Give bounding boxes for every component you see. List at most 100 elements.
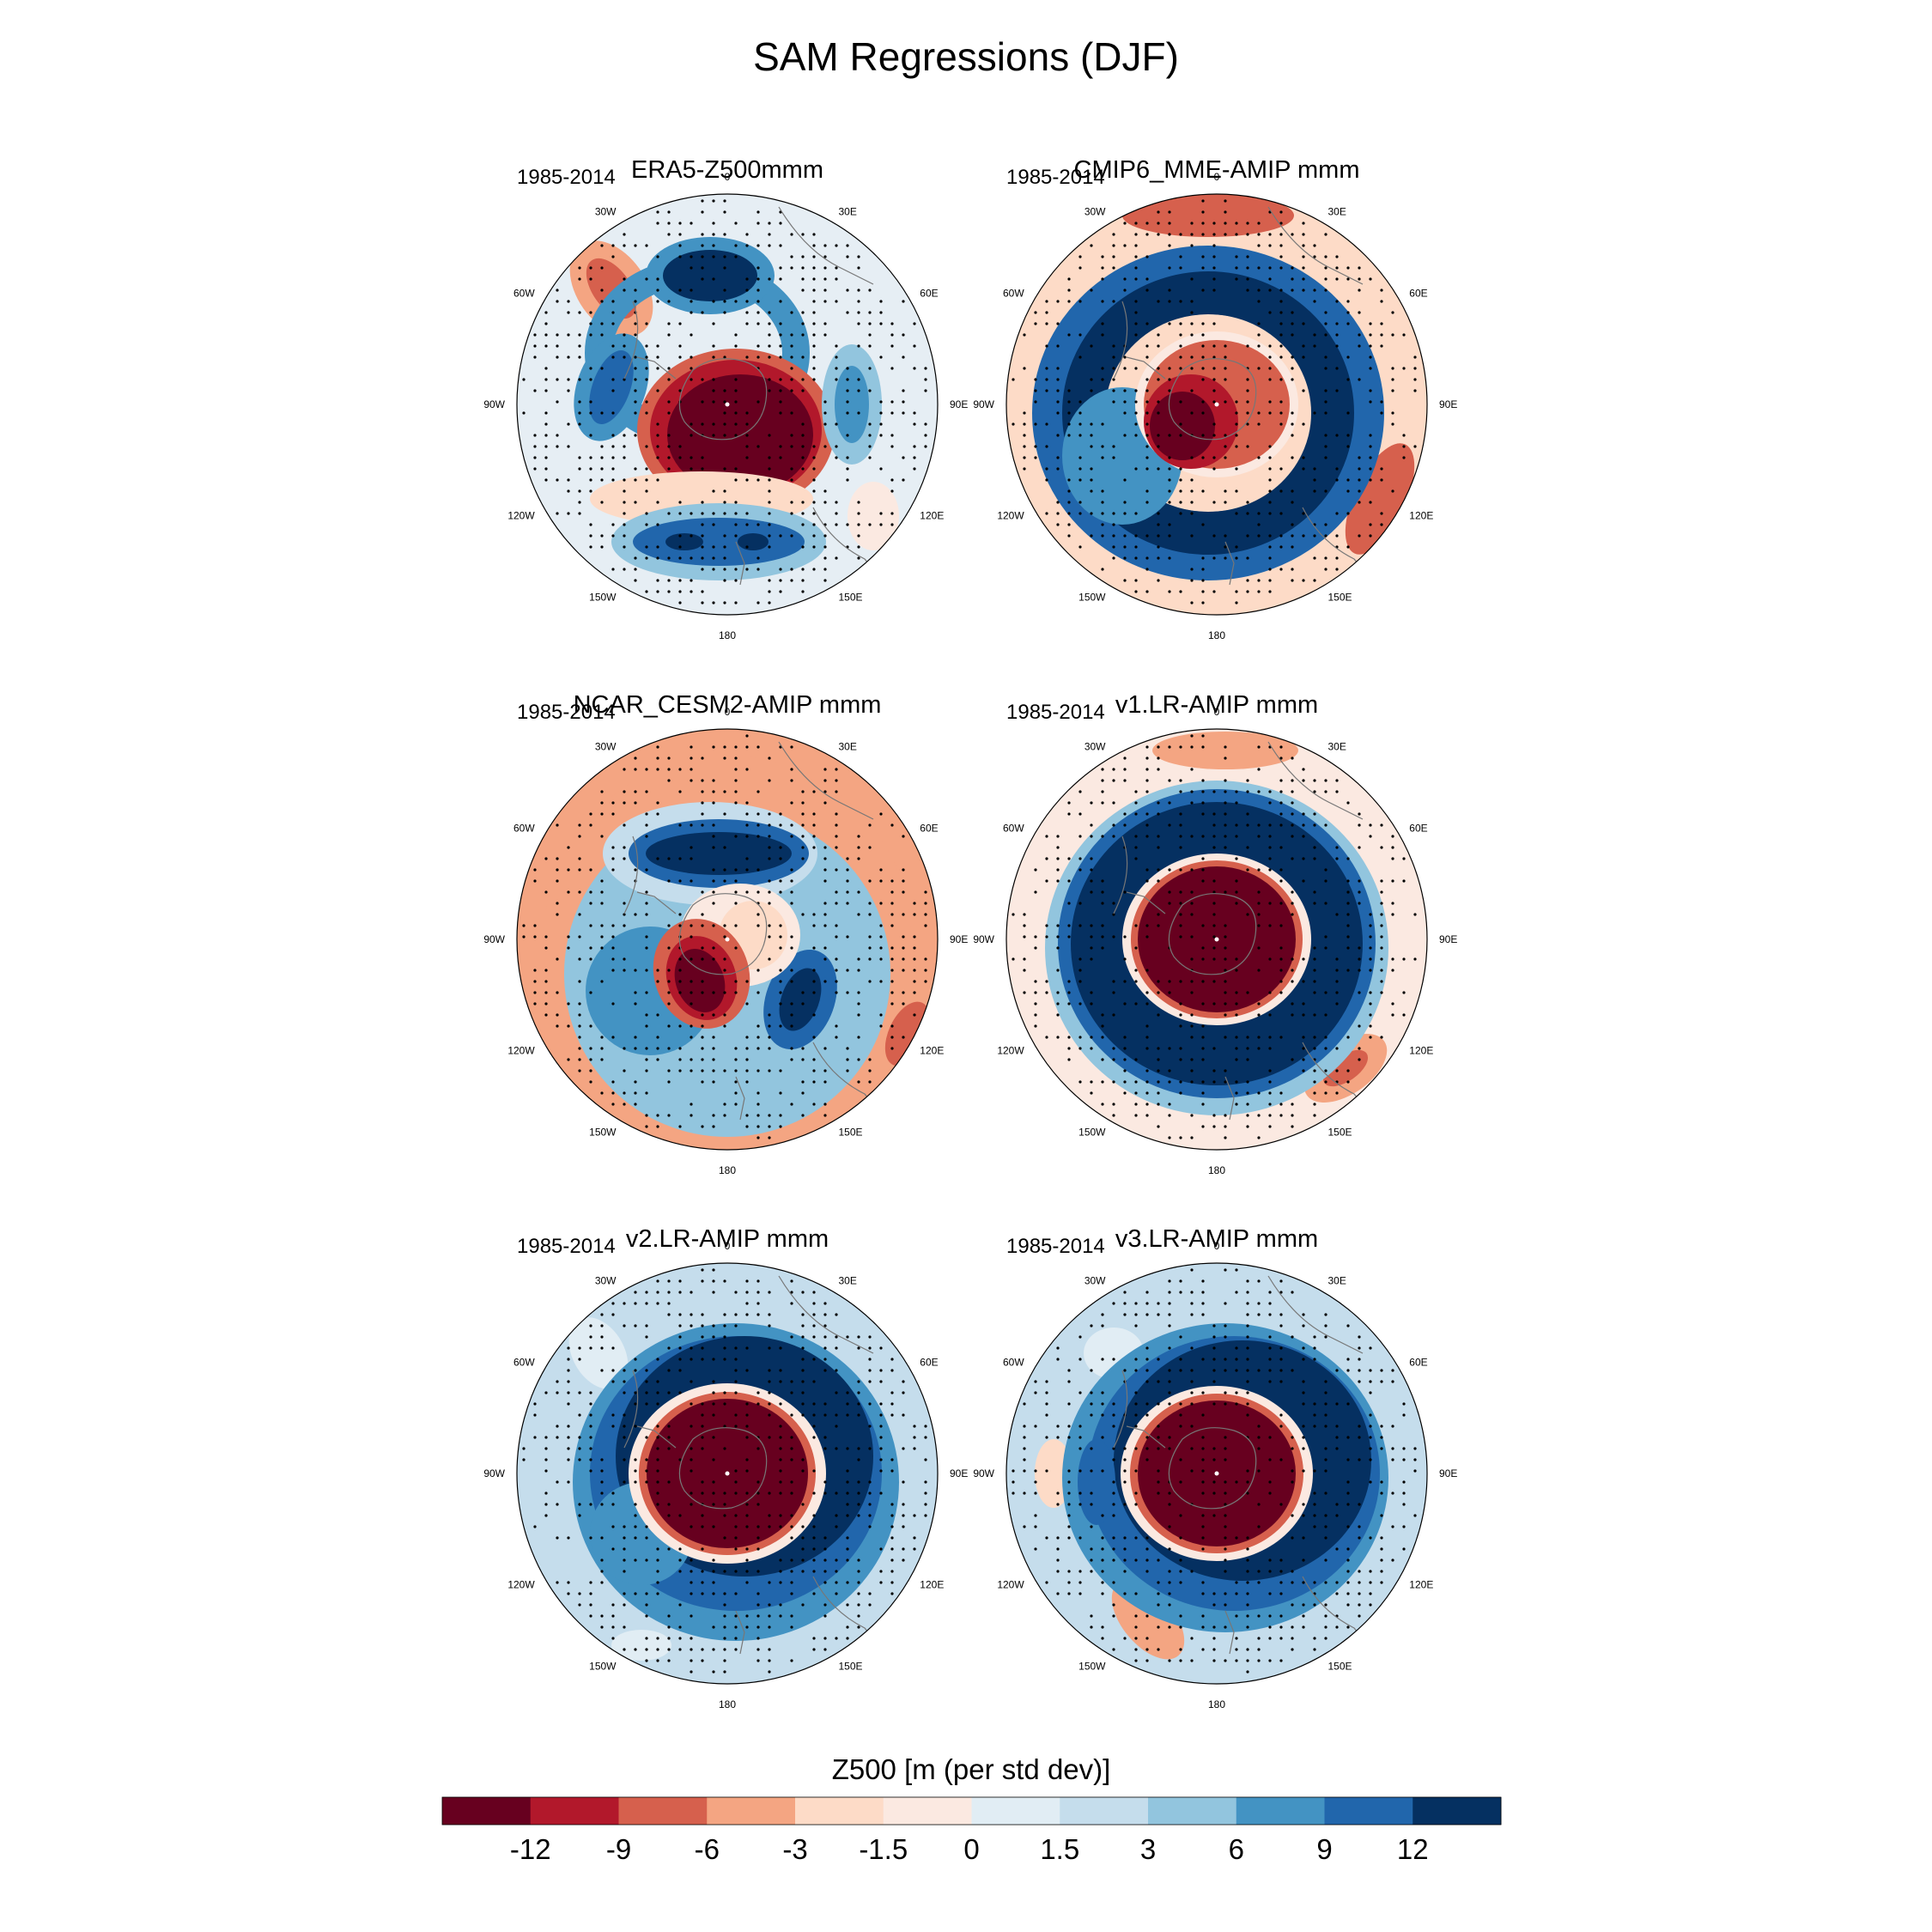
longitude-label: 90E — [1439, 1467, 1457, 1479]
longitude-label: 120W — [997, 1045, 1024, 1057]
colorbar-swatch — [618, 1797, 708, 1825]
south-pole-marker — [1214, 1471, 1219, 1476]
longitude-label: 60W — [513, 1357, 535, 1369]
significance-stippling — [522, 734, 927, 1139]
longitude-label: 90W — [973, 933, 994, 945]
map-panel: v1.LR-AMIP mmm 1985-2014 0 30E 60E 90E 120E 150… — [973, 691, 1457, 1176]
anomaly-positive — [667, 374, 813, 495]
coastlines — [1113, 741, 1376, 1121]
longitude-label: 0 — [725, 1240, 731, 1252]
map-border — [1005, 1262, 1428, 1685]
longitude-label: 180 — [719, 1698, 736, 1710]
anomaly-negative — [738, 533, 769, 550]
coastlines — [623, 1275, 887, 1655]
longitude-label: 120E — [1409, 1579, 1433, 1591]
anomaly-negative — [633, 518, 805, 566]
south-pole-marker — [725, 1471, 730, 1476]
longitude-label: 60E — [1409, 288, 1427, 300]
longitude-label: 60W — [1003, 1357, 1024, 1369]
panel-title: NCAR_CESM2-AMIP mmm — [574, 691, 882, 719]
longitude-label: 180 — [719, 1164, 736, 1176]
panel-period: 1985-2014 — [1006, 1235, 1105, 1258]
significance-stippling — [522, 199, 927, 605]
longitude-label: 60W — [513, 823, 535, 835]
longitude-label: 30E — [839, 206, 857, 218]
longitude-label: 0 — [1214, 171, 1220, 183]
panel-period: 1985-2014 — [1006, 166, 1105, 189]
coastlines — [623, 206, 887, 586]
longitude-label: 30W — [1084, 206, 1106, 218]
panel-title: ERA5-Z500mmm — [631, 156, 823, 184]
anomaly-negative — [779, 968, 822, 1031]
colorbar-tick-label: -9 — [606, 1833, 631, 1865]
longitude-label: 90W — [483, 398, 505, 410]
longitude-label: 30E — [1328, 206, 1346, 218]
longitude-label: 0 — [1214, 706, 1220, 718]
south-pole-marker — [1214, 402, 1219, 407]
colorbar-swatch — [1413, 1797, 1502, 1825]
colorbar: Z500 [m (per std dev)] -12 -9 -6 -3 -1.5 0 1.5 3… — [441, 1753, 1502, 1865]
colorbar-swatch — [1324, 1797, 1413, 1825]
anomaly-positive — [1322, 1049, 1369, 1087]
anomaly-negative — [589, 350, 634, 424]
longitude-label: 150E — [839, 1660, 863, 1672]
colorbar-title: Z500 [m (per std dev)] — [832, 1753, 1111, 1785]
colorbar-swatch — [971, 1797, 1060, 1825]
panel-title: v1.LR-AMIP mmm — [1115, 691, 1318, 719]
south-pole-marker — [725, 402, 730, 407]
anomaly-positive — [1150, 392, 1215, 460]
colorbar-tick-label: -3 — [782, 1833, 807, 1865]
longitude-label: 30W — [595, 206, 617, 218]
longitude-label: 30E — [1328, 1275, 1346, 1287]
colorbar-swatch — [1148, 1797, 1237, 1825]
longitude-label: 90W — [483, 1467, 505, 1479]
map-border — [1005, 193, 1428, 616]
panels-grid: ERA5-Z500mmm 1985-2014 0 30E 60E 90E 120E 150E 1… — [483, 156, 1457, 1710]
map-panel: v3.LR-AMIP mmm 1985-2014 0 30E 60E 90E 120E 150… — [973, 1225, 1457, 1710]
colorbar-swatch — [1236, 1797, 1325, 1825]
longitude-label: 30W — [1084, 1275, 1106, 1287]
longitude-label: 180 — [1208, 629, 1225, 641]
longitude-label: 150W — [1078, 1126, 1106, 1138]
figure-title: SAM Regressions (DJF) — [753, 34, 1179, 79]
map-panel: ERA5-Z500mmm 1985-2014 0 30E 60E 90E 120E 150E 1… — [483, 156, 968, 641]
significance-stippling — [1012, 199, 1417, 605]
longitude-label: 120E — [1409, 1045, 1433, 1057]
longitude-label: 120W — [507, 510, 535, 522]
longitude-label: 150E — [839, 1126, 863, 1138]
longitude-label: 0 — [1214, 1240, 1220, 1252]
map-border — [516, 1262, 939, 1685]
longitude-label: 30E — [839, 1275, 857, 1287]
longitude-label: 30W — [595, 1275, 617, 1287]
anomaly-negative — [646, 832, 792, 875]
longitude-label: 0 — [725, 706, 731, 718]
anomaly-positive — [1122, 194, 1294, 237]
longitude-label: 90E — [950, 933, 968, 945]
longitude-label: 120E — [920, 1579, 944, 1591]
longitude-label: 150W — [589, 1660, 617, 1672]
longitude-label: 30W — [595, 741, 617, 753]
longitude-label: 150W — [1078, 1660, 1106, 1672]
panel-period: 1985-2014 — [517, 166, 616, 189]
longitude-label: 180 — [719, 629, 736, 641]
anomaly-positive — [1345, 443, 1415, 555]
colorbar-swatch — [795, 1797, 884, 1825]
panel-period: 1985-2014 — [1006, 701, 1105, 724]
longitude-label: 0 — [725, 171, 731, 183]
colorbar-swatch — [707, 1797, 796, 1825]
colorbar-swatch — [530, 1797, 619, 1825]
longitude-label: 120E — [1409, 510, 1433, 522]
longitude-label: 90E — [1439, 933, 1457, 945]
colorbar-tick-label: 0 — [963, 1833, 979, 1865]
colorbar-swatch — [442, 1797, 532, 1825]
longitude-label: 180 — [1208, 1164, 1225, 1176]
longitude-label: 120W — [507, 1045, 535, 1057]
south-pole-marker — [725, 937, 730, 942]
significance-stippling — [1012, 1268, 1417, 1674]
longitude-label: 30E — [839, 741, 857, 753]
contour-field — [517, 1263, 938, 1684]
anomaly-weak — [611, 1630, 671, 1661]
longitude-label: 150E — [1328, 1660, 1352, 1672]
anomaly-negative — [663, 250, 757, 301]
